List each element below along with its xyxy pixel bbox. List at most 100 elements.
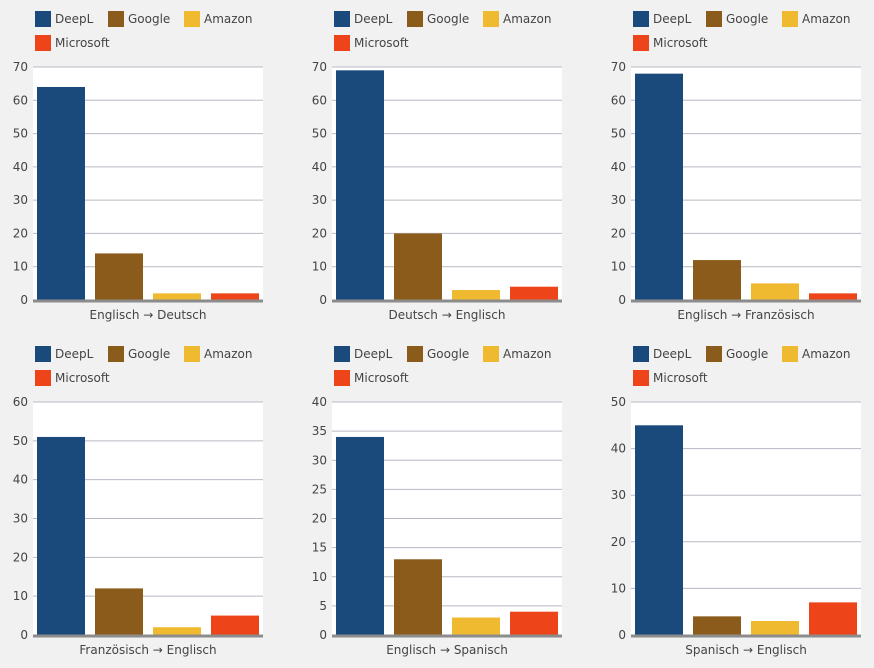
y-tick-label: 10	[611, 260, 626, 274]
legend-item: DeepL	[35, 9, 93, 29]
legend-item: Google	[108, 344, 170, 364]
bar-google	[394, 559, 442, 635]
x-axis-label: Deutsch → Englisch	[389, 308, 506, 322]
bar-chart: 0 10 20 30 40 50 60 70 Englisch → Französisch	[611, 60, 861, 322]
bar-chart: 0 10 20 30 40 50 Spanisch → Englisch	[611, 395, 861, 657]
y-tick-label: 30	[312, 453, 327, 467]
legend-label: Microsoft	[354, 36, 409, 50]
bar-google	[95, 588, 143, 635]
legend-label: DeepL	[55, 347, 94, 361]
legend-swatch	[108, 346, 124, 362]
y-tick-label: 40	[611, 442, 626, 456]
y-tick-label: 20	[312, 226, 327, 240]
legend-label: Amazon	[802, 12, 851, 26]
legend-swatch	[483, 11, 499, 27]
legend-swatch	[334, 11, 350, 27]
chart-panel: DeepL Google Amazon Microsoft 0 10 20 30 40 50 60 7…	[0, 0, 290, 330]
bar-amazon	[153, 293, 201, 300]
legend-label: Google	[128, 347, 171, 361]
x-axis-label: Spanisch → Englisch	[685, 643, 807, 657]
y-tick-label: 50	[611, 395, 626, 409]
legend-swatch	[633, 346, 649, 362]
legend-swatch	[407, 346, 423, 362]
legend-swatch	[108, 11, 124, 27]
legend-item: Microsoft	[35, 368, 110, 388]
y-tick-label: 20	[611, 226, 626, 240]
y-tick-label: 10	[611, 581, 626, 595]
y-tick-label: 40	[13, 473, 28, 487]
y-tick-label: 15	[312, 541, 327, 555]
legend-label: DeepL	[354, 12, 393, 26]
legend-label: Microsoft	[55, 371, 110, 385]
legend-swatch	[633, 11, 649, 27]
bar-google	[95, 253, 143, 300]
chart-legend: DeepL Google Amazon Microsoft	[299, 0, 589, 60]
bar-microsoft	[211, 615, 259, 635]
y-tick-label: 60	[312, 93, 327, 107]
legend-label: Microsoft	[55, 36, 110, 50]
y-tick-label: 0	[618, 293, 626, 307]
y-tick-label: 20	[13, 226, 28, 240]
legend-label: Amazon	[204, 347, 253, 361]
y-tick-label: 10	[312, 260, 327, 274]
y-tick-label: 0	[20, 293, 28, 307]
legend-item: DeepL	[633, 344, 691, 364]
legend-swatch	[184, 346, 200, 362]
bar-microsoft	[809, 602, 857, 635]
legend-swatch	[633, 370, 649, 386]
legend-item: DeepL	[35, 344, 93, 364]
y-tick-label: 40	[611, 160, 626, 174]
legend-swatch	[35, 370, 51, 386]
legend-swatch	[35, 35, 51, 51]
chart-legend: DeepL Google Amazon Microsoft	[299, 335, 589, 395]
legend-item: Microsoft	[633, 33, 708, 53]
bar-google	[693, 616, 741, 635]
legend-label: DeepL	[653, 347, 692, 361]
legend-item: Microsoft	[35, 33, 110, 53]
legend-item: Amazon	[184, 9, 253, 29]
y-tick-label: 70	[611, 60, 626, 74]
y-tick-label: 10	[13, 260, 28, 274]
y-tick-label: 5	[319, 599, 327, 613]
y-tick-label: 30	[312, 193, 327, 207]
legend-label: Google	[726, 347, 769, 361]
legend-item: Google	[706, 9, 768, 29]
legend-swatch	[782, 346, 798, 362]
bar-amazon	[452, 290, 500, 300]
y-tick-label: 0	[319, 628, 327, 642]
legend-swatch	[334, 346, 350, 362]
y-tick-label: 20	[611, 535, 626, 549]
legend-swatch	[184, 11, 200, 27]
x-axis-label: Französisch → Englisch	[79, 643, 216, 657]
x-axis-label: Englisch → Deutsch	[90, 308, 207, 322]
legend-swatch	[35, 346, 51, 362]
bar-google	[693, 260, 741, 300]
y-tick-label: 50	[312, 127, 327, 141]
y-tick-label: 60	[13, 395, 28, 409]
y-tick-label: 40	[13, 160, 28, 174]
legend-label: Google	[726, 12, 769, 26]
legend-item: Microsoft	[633, 368, 708, 388]
y-tick-label: 50	[13, 434, 28, 448]
bar-amazon	[751, 283, 799, 300]
legend-item: DeepL	[633, 9, 691, 29]
y-tick-label: 50	[13, 127, 28, 141]
legend-item: Google	[706, 344, 768, 364]
legend-item: Microsoft	[334, 368, 409, 388]
legend-swatch	[334, 370, 350, 386]
bar-deepl	[635, 425, 683, 635]
chart-panel: DeepL Google Amazon Microsoft 0 10 20 30 40 50 60 F…	[0, 335, 290, 665]
y-tick-label: 60	[611, 93, 626, 107]
bar-chart: 0 5 10 15 20 25 30 35 40 Englisch → Spanisch	[312, 395, 562, 657]
legend-item: Amazon	[483, 344, 552, 364]
y-tick-label: 35	[312, 424, 327, 438]
legend-swatch	[35, 11, 51, 27]
bar-deepl	[37, 86, 85, 300]
legend-label: Amazon	[503, 12, 552, 26]
y-tick-label: 30	[611, 193, 626, 207]
y-tick-label: 30	[611, 488, 626, 502]
x-axis-label: Englisch → Französisch	[677, 308, 814, 322]
legend-item: Amazon	[483, 9, 552, 29]
bar-chart: 0 10 20 30 40 50 60 70 Deutsch → Englisch	[312, 60, 562, 322]
y-tick-label: 25	[312, 482, 327, 496]
